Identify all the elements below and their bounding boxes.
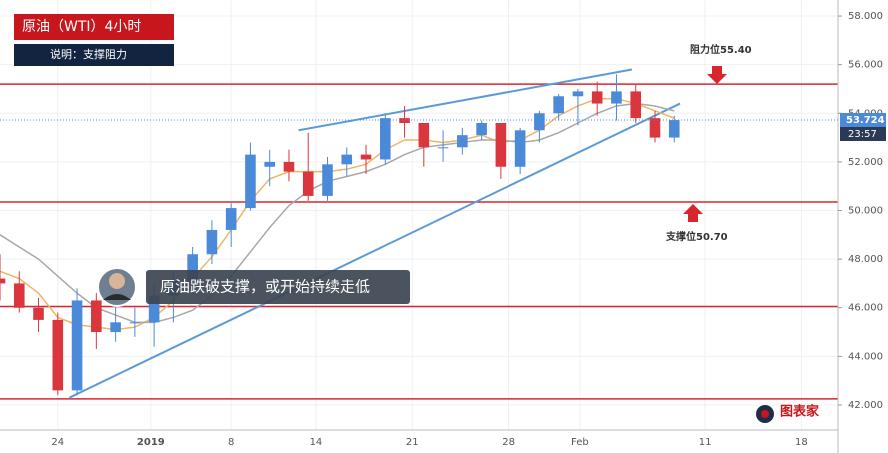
candle-body — [52, 319, 64, 391]
candle-body — [148, 295, 160, 323]
plot — [0, 0, 838, 430]
candle-body — [110, 322, 121, 333]
candle-body — [399, 118, 410, 123]
title-box — [14, 14, 174, 40]
candle-body — [33, 307, 44, 320]
x-tick-label: 14 — [310, 437, 323, 448]
chart-title: 原油（WTI）4小时 — [22, 19, 141, 35]
candle-body — [379, 118, 391, 160]
candle-body — [283, 161, 295, 172]
y-tick-label: 48.000 — [848, 254, 883, 265]
candle-body — [572, 91, 584, 97]
candle-body — [476, 122, 487, 136]
candle-body — [495, 122, 507, 167]
logo: 图表家 — [780, 404, 820, 420]
y-tick-label: 50.000 — [848, 206, 883, 217]
level-note: 支撑位50.70 — [665, 230, 728, 243]
annotation: 原油跌破支撑，或开始持续走低 — [160, 278, 370, 296]
countdown-tag — [840, 126, 886, 141]
y-tick-label: 58.000 — [848, 11, 883, 22]
candle-body — [322, 164, 333, 196]
candle-body — [187, 254, 198, 281]
candle-body — [225, 208, 237, 230]
logo-icon — [761, 410, 769, 418]
y-tick-label: 46.000 — [848, 303, 883, 314]
price-tag — [840, 112, 886, 127]
candle-body — [649, 118, 661, 138]
candle-body — [630, 91, 642, 119]
y-tick-label: 42.000 — [848, 400, 883, 411]
candle-body — [591, 91, 603, 104]
trend-line — [68, 102, 681, 399]
x-tick-label: 11 — [699, 437, 712, 448]
candle-body — [302, 171, 314, 196]
candle-body — [91, 300, 102, 333]
candle-body — [245, 154, 256, 209]
candle-body — [13, 283, 25, 308]
countdown: 23:57 — [848, 129, 877, 140]
candle-body — [0, 278, 6, 284]
candle-body — [360, 154, 372, 160]
annotation-box — [146, 270, 410, 304]
x-tick-label: 24 — [51, 437, 64, 448]
moving-average — [0, 102, 675, 324]
subtitle-box — [14, 44, 174, 66]
candle-body — [668, 120, 680, 138]
candle-body — [534, 113, 545, 131]
y-tick-label: 52.000 — [848, 157, 883, 168]
avatar-face — [109, 273, 125, 289]
candle-body — [341, 154, 353, 165]
candle-body — [553, 96, 564, 114]
candle-body — [264, 161, 275, 167]
candle-body — [514, 130, 526, 167]
y-tick-label: 56.000 — [848, 60, 883, 71]
candle-body — [418, 122, 430, 148]
x-tick-label: 21 — [406, 437, 419, 448]
avatar-body — [103, 294, 131, 300]
x-tick-label: 2019 — [137, 437, 165, 448]
arrow-up — [683, 204, 703, 222]
candle-body — [437, 147, 449, 149]
y-tick-label: 44.000 — [848, 351, 883, 362]
level-note: 阻力位55.40 — [690, 43, 752, 56]
price-label: 53.724 — [846, 115, 885, 126]
candle-body — [611, 91, 622, 104]
x-tick-label: 28 — [502, 437, 515, 448]
x-tick-label: 18 — [795, 437, 808, 448]
candle-body — [457, 135, 468, 148]
arrow-down — [707, 66, 727, 84]
x-tick-label: Feb — [571, 437, 589, 448]
x-tick-label: 8 — [228, 437, 234, 448]
candle-body — [206, 229, 218, 255]
chart-subtitle: 说明：支撑阻力 — [50, 47, 127, 61]
candle-body — [129, 322, 141, 324]
candle-body — [71, 300, 83, 391]
